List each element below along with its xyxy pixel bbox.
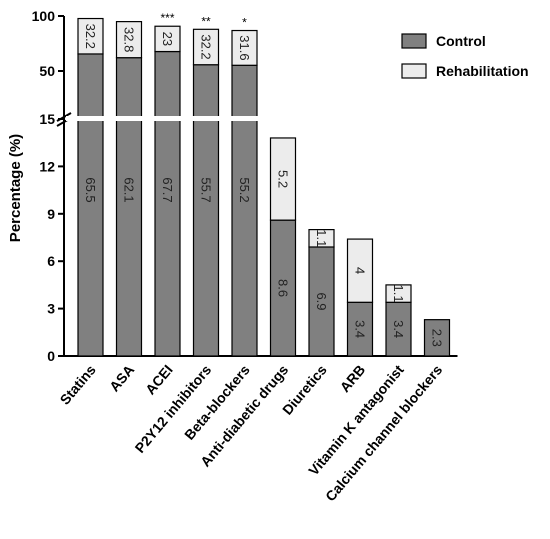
data-label-rehabilitation: 32.8: [122, 27, 137, 52]
bar-control: [154, 50, 181, 357]
data-label-control: 62.1: [122, 177, 137, 202]
data-label-rehabilitation: 1.1: [314, 229, 329, 247]
bar-control: [115, 57, 143, 357]
bar-rehabilitation: [77, 17, 104, 55]
data-label-rehabilitation: 4: [353, 267, 368, 274]
bar-control: [308, 246, 335, 357]
bar-rehabilitation: [154, 25, 181, 53]
y-axis-title: Percentage (%): [7, 134, 24, 242]
y-tick-label: 3: [47, 301, 55, 317]
axis-break-mark: [56, 112, 72, 122]
legend: Control Rehabilitation: [401, 33, 529, 79]
bar-rehabilitation: [231, 29, 258, 66]
data-label-rehabilitation: 31.6: [237, 35, 252, 60]
significance-marker: ***: [160, 11, 174, 25]
bar-control: [77, 53, 104, 357]
bar-rehabilitation: [115, 21, 143, 59]
y-tick-label: 50: [39, 63, 55, 79]
legend-label-control: Control: [436, 33, 486, 49]
category-label: ACEI: [142, 362, 176, 398]
data-label-control: 6.9: [314, 292, 329, 310]
data-label-control: 67.7: [160, 177, 175, 202]
bar-control: [423, 319, 451, 357]
significance-marker: **: [201, 14, 211, 28]
data-label-control: 2.3: [430, 329, 445, 347]
bar-rehabilitation: [192, 28, 220, 66]
category-label: ARB: [337, 362, 369, 396]
bar-rehabilitation: [385, 284, 412, 303]
y-tick-label: 12: [39, 158, 55, 174]
y-tick-label: 15: [39, 111, 55, 127]
bar-rehabilitation: [308, 229, 335, 248]
bar-control: [269, 219, 297, 357]
data-label-control: 3.4: [353, 320, 368, 338]
axes: 0 3 6 9 12 15 50 100: [32, 8, 458, 364]
axis-break-gap: [66, 116, 460, 121]
legend-swatch-control: [401, 33, 427, 49]
data-label-rehabilitation: 32.2: [199, 34, 214, 59]
bar-control: [192, 64, 220, 357]
significance-marker: *: [242, 16, 247, 30]
bars: [77, 17, 451, 357]
y-tick-label: 100: [32, 8, 56, 24]
data-label-rehabilitation: 23: [160, 32, 175, 46]
bar-control: [231, 64, 258, 357]
y-tick-label: 6: [47, 253, 55, 269]
data-label-control: 3.4: [391, 320, 406, 338]
category-label: Statins: [57, 361, 99, 407]
data-label-rehabilitation: 5.2: [276, 170, 291, 188]
category-label: ASA: [106, 362, 137, 395]
y-tick-label: 0: [47, 348, 55, 364]
data-label-rehabilitation: 1.1: [391, 285, 406, 303]
y-tick-label: 9: [47, 206, 55, 222]
data-label-control: 8.6: [276, 279, 291, 297]
data-label-control: 55.7: [199, 177, 214, 202]
legend-swatch-rehabilitation: [401, 63, 427, 79]
bar-rehabilitation: [269, 137, 297, 221]
bar-rehabilitation: [346, 238, 374, 303]
data-label-control: 65.5: [83, 177, 98, 202]
legend-label-rehabilitation: Rehabilitation: [436, 63, 529, 79]
data-label-rehabilitation: 32.2: [83, 24, 98, 49]
bar-control: [346, 301, 374, 357]
data-label-control: 55.2: [237, 177, 252, 202]
